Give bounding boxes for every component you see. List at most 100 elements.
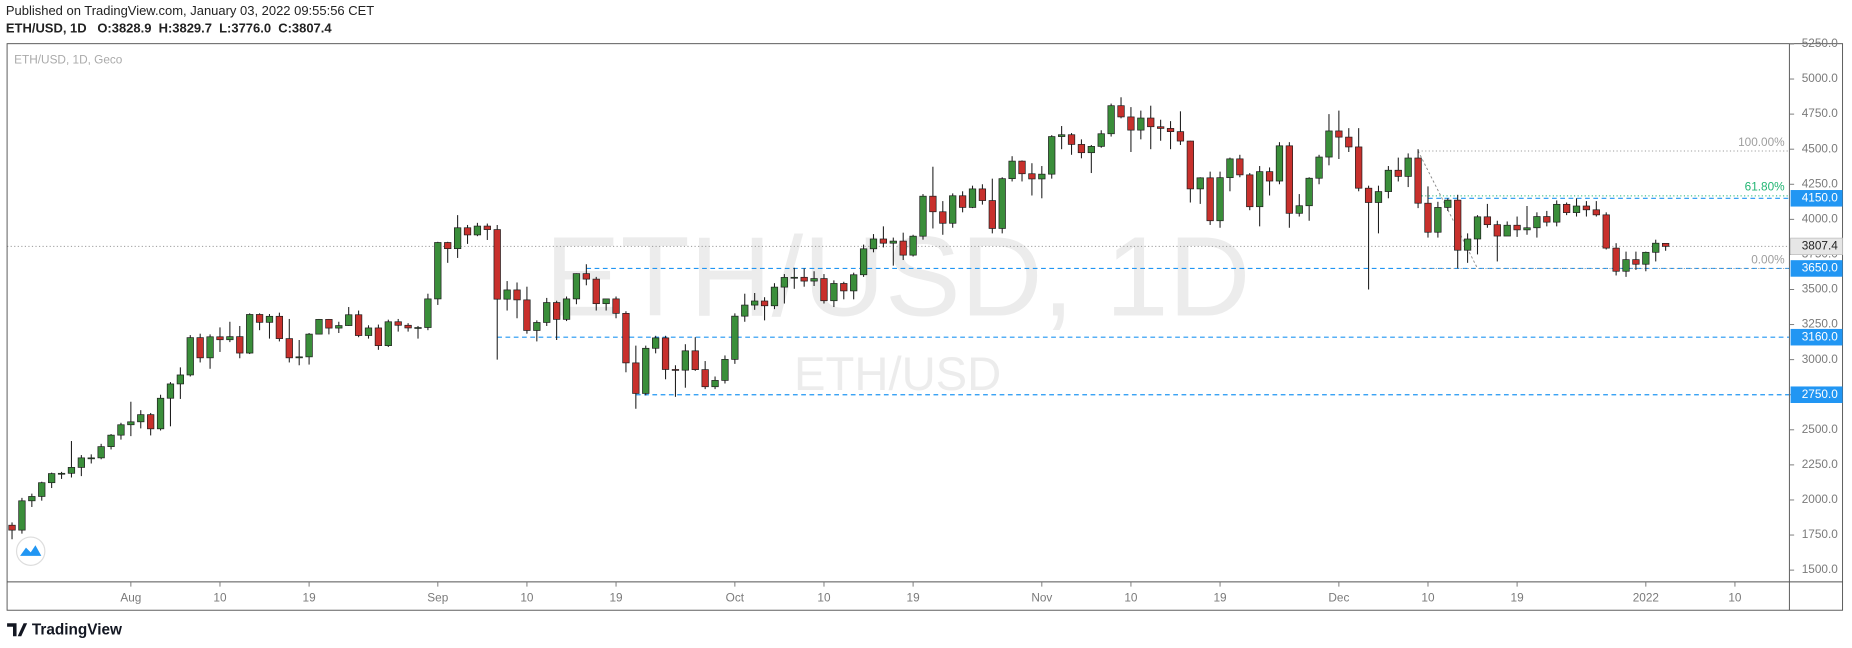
candle-body bbox=[780, 277, 788, 288]
candle-body bbox=[453, 227, 462, 250]
candle-body bbox=[236, 336, 244, 354]
candle-body bbox=[681, 350, 689, 371]
candle-body bbox=[1137, 117, 1145, 131]
candle-body bbox=[483, 225, 491, 230]
last-price-badge bbox=[1790, 237, 1843, 255]
x-tick-label: 10 bbox=[1421, 591, 1435, 605]
candle-body bbox=[1226, 158, 1234, 179]
candle-body bbox=[1444, 199, 1452, 208]
candle-body bbox=[315, 319, 323, 335]
published-note: Published on TradingView.com, January 03… bbox=[6, 3, 374, 18]
candle-body bbox=[612, 298, 620, 314]
candle-body bbox=[1374, 191, 1383, 203]
ohlc-value: 3776.0 bbox=[231, 21, 271, 36]
logo-circle[interactable] bbox=[15, 536, 46, 566]
y-tick-label: 4500.0 bbox=[1802, 141, 1839, 155]
candle-body bbox=[553, 302, 561, 320]
candle-body bbox=[800, 276, 808, 282]
footer-brand[interactable]: TradingView bbox=[7, 621, 122, 638]
candle-body bbox=[1295, 205, 1303, 214]
ohlc-key: C: bbox=[278, 21, 292, 36]
x-tick-label: 19 bbox=[907, 591, 920, 605]
candle-body bbox=[741, 304, 749, 317]
candle-body bbox=[929, 195, 937, 213]
candle-body bbox=[1355, 146, 1363, 189]
x-tick-label: 10 bbox=[1124, 591, 1138, 605]
level-badge bbox=[1790, 190, 1843, 207]
candle-body bbox=[968, 188, 977, 208]
x-tick-label: 10 bbox=[520, 591, 534, 605]
y-tick-label: 4250.0 bbox=[1802, 176, 1839, 190]
candle-body bbox=[1275, 145, 1284, 182]
candle-body bbox=[1285, 145, 1293, 214]
candle-body bbox=[1256, 171, 1264, 208]
candle-body bbox=[760, 300, 769, 307]
candle-body bbox=[1028, 173, 1036, 180]
candle-body bbox=[285, 338, 293, 359]
x-tick-label: 19 bbox=[1213, 591, 1226, 605]
x-tick-label: Nov bbox=[1031, 591, 1052, 605]
candle-body bbox=[889, 240, 897, 244]
candle-body bbox=[1048, 136, 1056, 175]
candle-body bbox=[28, 496, 36, 502]
y-tick-label: 3000.0 bbox=[1802, 352, 1839, 366]
candle-body bbox=[958, 195, 967, 208]
candle-body bbox=[444, 242, 452, 250]
brand-icon[interactable] bbox=[7, 623, 28, 637]
candle-body bbox=[424, 298, 432, 328]
candle-body bbox=[1523, 227, 1531, 231]
candle-body bbox=[335, 325, 343, 329]
candle-body bbox=[1622, 259, 1630, 272]
candle-body bbox=[1543, 216, 1551, 223]
candle-body bbox=[216, 336, 224, 341]
candle-body bbox=[176, 374, 184, 385]
candle-body bbox=[1562, 203, 1571, 213]
candle-body bbox=[345, 314, 353, 326]
candle-body bbox=[859, 248, 868, 276]
candle-body bbox=[572, 273, 581, 300]
candle-body bbox=[1394, 169, 1402, 177]
watermark: ETH/USD, 1D ETH/USD bbox=[545, 214, 1251, 402]
candle-body bbox=[463, 227, 472, 236]
candle-body bbox=[1127, 116, 1135, 131]
candle-body bbox=[1058, 134, 1066, 137]
candle-body bbox=[770, 286, 779, 307]
candle-body bbox=[592, 278, 600, 305]
candle-body bbox=[374, 327, 383, 346]
candle-body bbox=[117, 424, 125, 436]
y-tick-label: 1500.0 bbox=[1802, 562, 1839, 576]
candle-body bbox=[503, 289, 511, 300]
watermark-sub: ETH/USD bbox=[794, 348, 1001, 401]
candle-body bbox=[1196, 177, 1204, 190]
candle-body bbox=[820, 278, 828, 302]
y-tick-label: 3500.0 bbox=[1802, 282, 1839, 296]
logo-mark[interactable] bbox=[20, 545, 42, 556]
candle-body bbox=[1414, 157, 1422, 204]
candle-body bbox=[1157, 126, 1165, 129]
x-tick-label: 10 bbox=[1728, 591, 1742, 605]
candle-body bbox=[513, 289, 521, 301]
chart-logo-button[interactable] bbox=[15, 536, 46, 566]
x-tick-label: 19 bbox=[303, 591, 316, 605]
candle-body bbox=[840, 283, 848, 292]
brand-name[interactable]: TradingView bbox=[32, 621, 122, 638]
candle-body bbox=[67, 467, 76, 474]
candle-body bbox=[354, 314, 363, 336]
candle-body bbox=[1404, 157, 1412, 177]
candle-body bbox=[364, 327, 373, 336]
candle-body bbox=[721, 359, 729, 381]
candle-body bbox=[1642, 251, 1650, 265]
candle-body bbox=[830, 283, 838, 302]
candle-body bbox=[186, 337, 194, 376]
candle-body bbox=[1315, 156, 1323, 179]
candle-body bbox=[404, 324, 412, 329]
y-tick-label: 2000.0 bbox=[1802, 492, 1839, 506]
candle-body bbox=[642, 347, 650, 394]
candle-body bbox=[1246, 174, 1254, 208]
candle-body bbox=[523, 299, 531, 331]
candle-body bbox=[1008, 160, 1016, 180]
symbol-ohlc: ETH/USD, 1D O:3828.9 H:3829.7 L:3776.0 C… bbox=[6, 21, 332, 36]
candle-body bbox=[1424, 202, 1432, 233]
candle-body bbox=[1483, 216, 1492, 226]
